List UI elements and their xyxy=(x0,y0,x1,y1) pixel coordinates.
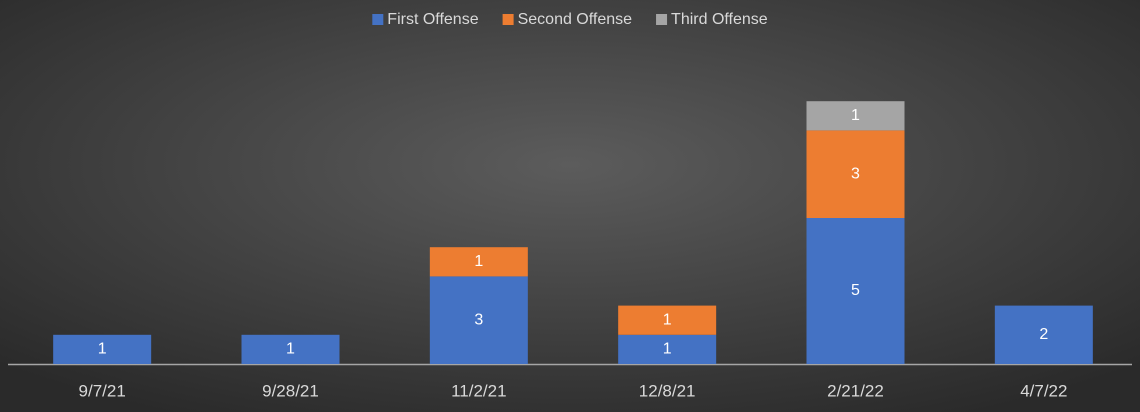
x-tick-label: 9/7/21 xyxy=(79,381,126,400)
data-label: 1 xyxy=(98,341,107,358)
bar-segment xyxy=(994,305,1093,364)
legend-label: Second Offense xyxy=(518,11,633,28)
bar-segment xyxy=(806,130,905,218)
bar-segment xyxy=(618,334,717,364)
data-label: 1 xyxy=(663,311,672,328)
bar-segment xyxy=(241,334,340,364)
data-label: 2 xyxy=(1039,326,1048,343)
data-label: 3 xyxy=(851,165,860,182)
data-label: 1 xyxy=(663,341,672,358)
legend-swatch xyxy=(372,14,384,25)
legend-swatch xyxy=(502,14,514,25)
x-tick-label: 12/8/21 xyxy=(639,381,696,400)
legend-label: First Offense xyxy=(387,11,478,28)
data-label: 1 xyxy=(286,341,295,358)
bar-segment xyxy=(806,101,905,131)
bar-segment xyxy=(53,334,152,364)
x-tick-label: 4/7/22 xyxy=(1020,381,1067,400)
x-tick-label: 11/2/21 xyxy=(451,381,506,400)
x-tick-label: 2/21/22 xyxy=(827,381,884,400)
x-tick-label: 9/28/21 xyxy=(262,381,319,400)
bar-segment xyxy=(429,247,528,277)
data-label: 1 xyxy=(474,253,483,270)
bar-segment xyxy=(806,218,905,364)
data-label: 3 xyxy=(474,311,483,328)
data-label: 5 xyxy=(851,282,860,299)
legend-swatch xyxy=(656,14,668,25)
data-label: 1 xyxy=(851,107,860,124)
bar-segment xyxy=(429,276,528,364)
bar-segment xyxy=(618,305,717,335)
legend-label: Third Offense xyxy=(671,11,768,28)
